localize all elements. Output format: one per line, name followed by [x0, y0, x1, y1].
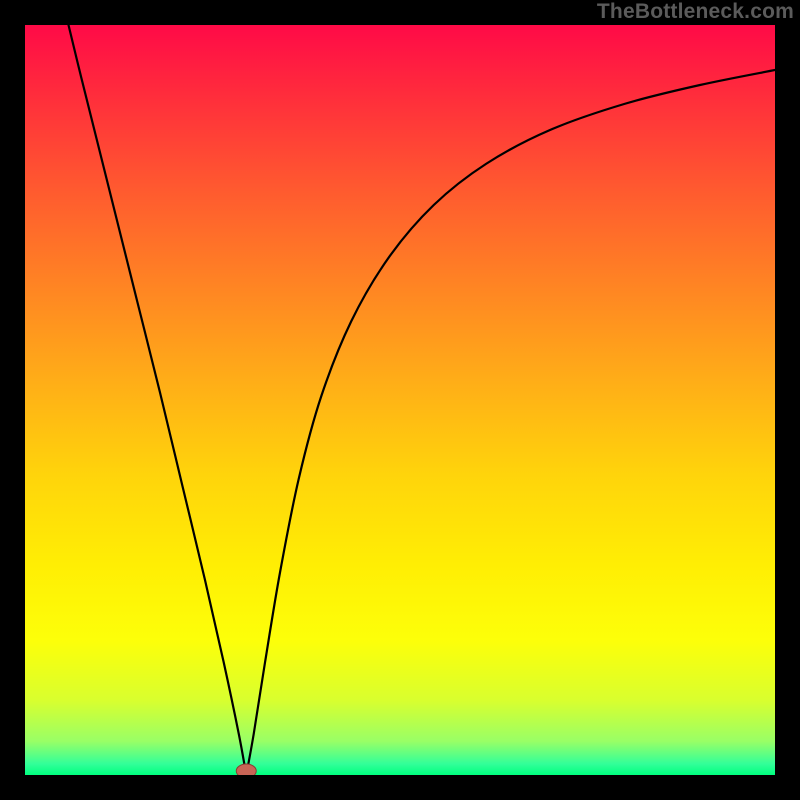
plot-area — [25, 25, 775, 775]
watermark-label: TheBottleneck.com — [597, 0, 794, 24]
curve-left-branch — [69, 25, 247, 775]
chart-container: TheBottleneck.com — [0, 0, 800, 800]
curve-overlay — [25, 25, 775, 775]
minimum-marker — [236, 764, 256, 775]
curve-right-branch — [246, 70, 775, 775]
